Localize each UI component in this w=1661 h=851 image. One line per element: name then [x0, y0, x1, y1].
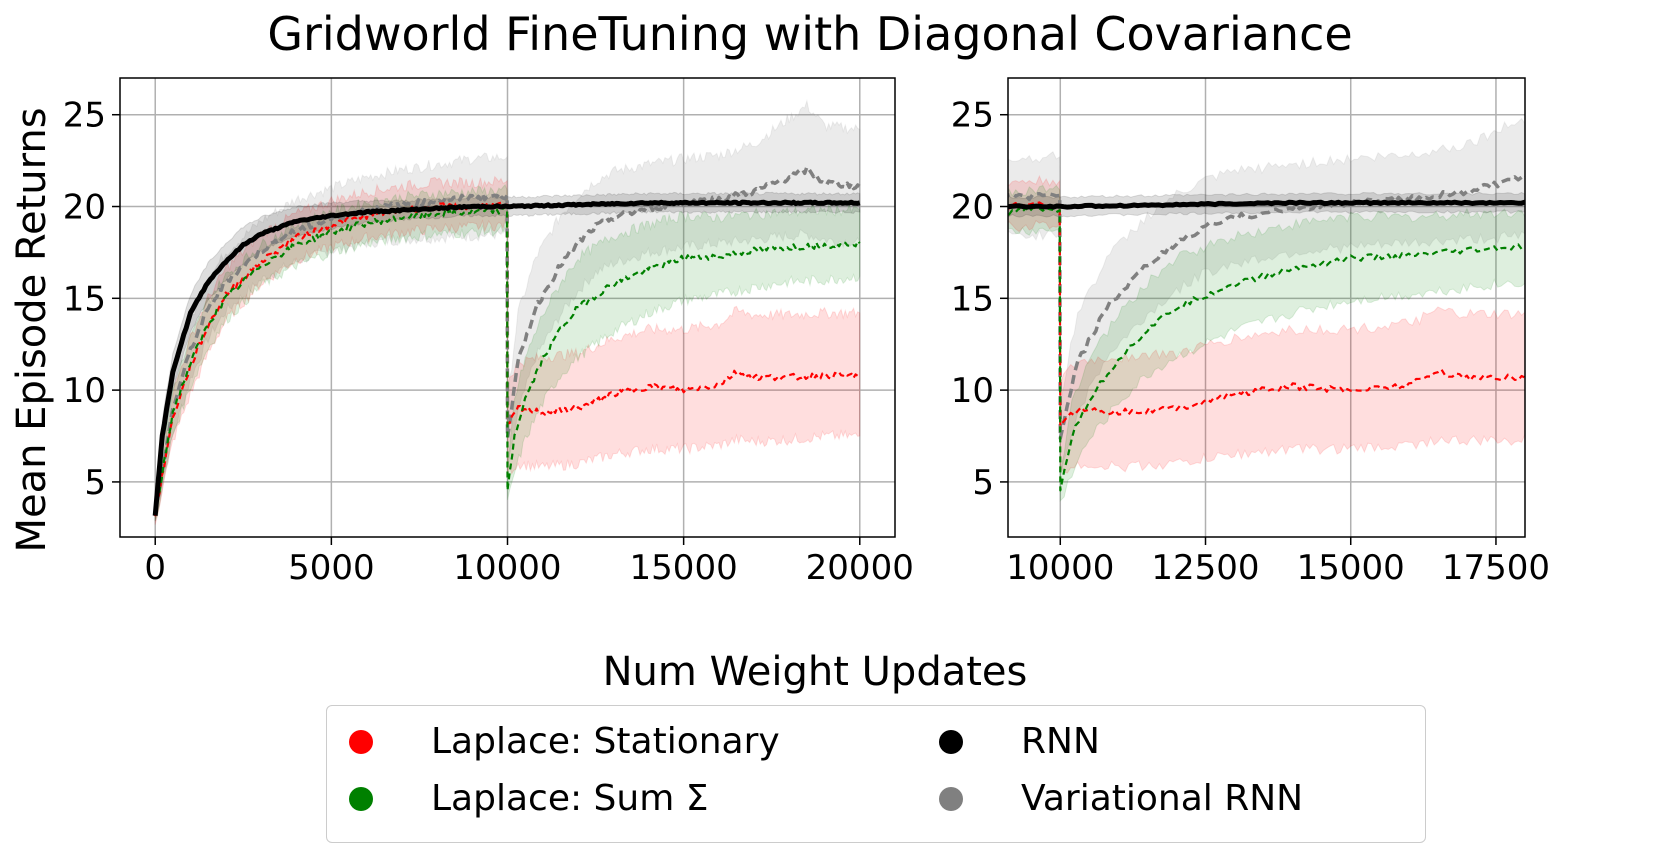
y-tick-label: 20: [63, 188, 106, 228]
legend-label-stationary: Laplace: Stationary: [431, 721, 780, 762]
x-axis-label: Num Weight Updates: [603, 649, 1028, 695]
y-tick-label: 10: [63, 371, 106, 411]
chart-title: Gridworld FineTuning with Diagonal Covar…: [267, 7, 1352, 61]
line-rnn: [1008, 199, 1525, 210]
x-tick-label: 10000: [453, 548, 561, 588]
y-tick-label: 25: [63, 96, 106, 136]
grid-zoom: [1008, 78, 1525, 537]
legend-label-sum: Laplace: Sum Σ: [431, 778, 709, 819]
x-tick-label: 5000: [288, 548, 375, 588]
legend-item-rnn: RNN: [927, 721, 1100, 762]
x-tick-label: 20000: [806, 548, 914, 588]
band-sum: [1008, 184, 1525, 503]
plot-area-full: [152, 98, 861, 525]
band-rnn: [154, 191, 861, 521]
legend-label-vrnn: Variational RNN: [1021, 778, 1304, 819]
x-tick-label: 15000: [630, 548, 738, 588]
line-rnn: [152, 199, 861, 516]
legend-label-rnn: RNN: [1021, 721, 1100, 762]
x-tick-label: 15000: [1297, 548, 1405, 588]
legend-marker-rnn: [939, 729, 963, 754]
y-tick-label: 5: [84, 463, 106, 503]
axes-frame-zoom: [1007, 77, 1526, 538]
band-stationary: [154, 175, 861, 525]
legend: Laplace: Stationary RNN Laplace: Sum Σ V…: [326, 705, 1426, 843]
line-vrnn: [153, 165, 861, 515]
legend-marker-sum: [349, 786, 373, 811]
y-axis-label: Mean Episode Returns: [9, 107, 55, 552]
y-tick-label: 15: [63, 279, 106, 319]
x-tick-label: 10000: [1006, 548, 1114, 588]
y-tick-label: 10: [951, 371, 994, 411]
panel-full: 0 5000 10000 15000 20000 5 10 15 20 25: [63, 77, 914, 588]
y-tick-label: 15: [951, 279, 994, 319]
line-sum: [154, 206, 861, 513]
legend-item-sum: Laplace: Sum Σ: [337, 778, 708, 819]
band-sum: [154, 183, 861, 521]
y-tick-label: 20: [951, 188, 994, 228]
y-tick-label: 25: [951, 96, 994, 136]
x-tick-label: 12500: [1151, 548, 1259, 588]
y-tick-label: 5: [972, 463, 994, 503]
band-vrnn: [1008, 117, 1525, 479]
legend-marker-stationary: [349, 729, 373, 754]
legend-item-stationary: Laplace: Stationary: [337, 721, 780, 762]
band-stationary: [1008, 174, 1525, 474]
plot-area-zoom: [1008, 117, 1525, 503]
line-sum: [1008, 206, 1525, 492]
x-tick-label: 17500: [1442, 548, 1550, 588]
legend-item-vrnn: Variational RNN: [927, 778, 1303, 819]
legend-marker-vrnn: [939, 786, 963, 811]
x-tick-label: 0: [144, 548, 166, 588]
panel-zoom: 10000 12500 15000 17500 5 10 15 20 25: [951, 77, 1550, 588]
